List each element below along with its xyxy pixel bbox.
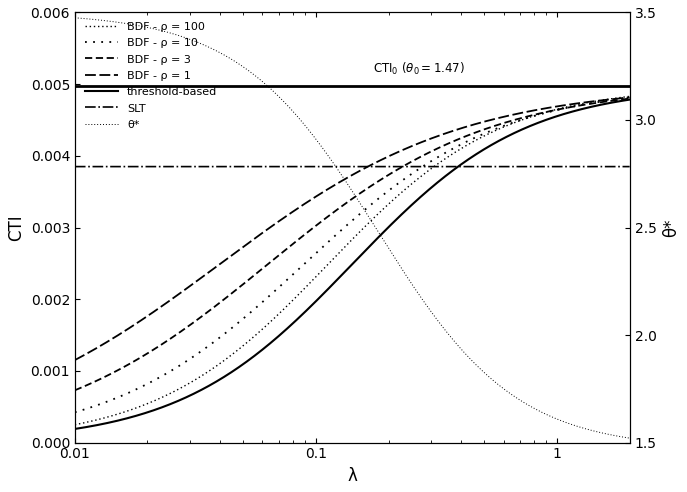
BDF - ρ = 1 [609,96,618,102]
Line: BDF - ρ = 1: BDF - ρ = 1 [75,97,630,360]
Line: BDF - ρ = 100: BDF - ρ = 100 [75,96,630,425]
BDF - ρ = 100 [71,422,79,428]
threshold-based [71,426,79,432]
BDF - ρ = 100 [609,95,618,101]
Y-axis label: θ*: θ* [662,218,680,237]
BDF - ρ = 1 [341,176,349,182]
θ* [341,177,349,183]
BDF - ρ = 3 [326,212,334,218]
BDF - ρ = 1 [609,96,618,102]
θ* [609,432,618,438]
threshold-based [626,96,634,102]
BDF - ρ = 3 [71,387,79,393]
BDF - ρ = 3 [99,375,107,381]
SLT [326,164,334,170]
BDF - ρ = 3 [508,118,516,123]
BDF - ρ = 1 [326,185,334,191]
θ* [99,18,107,24]
threshold-based [609,99,618,105]
BDF - ρ = 10 [99,400,107,406]
Legend: BDF - ρ = 100, BDF - ρ = 10, BDF - ρ = 3, BDF - ρ = 1, threshold-based, SLT, θ*: BDF - ρ = 100, BDF - ρ = 10, BDF - ρ = 3… [80,17,222,134]
BDF - ρ = 10 [609,97,618,103]
BDF - ρ = 100 [326,259,334,265]
θ* [609,432,618,438]
BDF - ρ = 10 [626,95,634,101]
SLT [609,164,618,170]
threshold-based [508,131,516,137]
θ* [626,435,634,441]
BDF - ρ = 1 [508,112,516,118]
BDF - ρ = 100 [341,244,349,250]
Y-axis label: CTI: CTI [7,214,25,241]
BDF - ρ = 100 [626,93,634,99]
Line: θ*: θ* [75,18,630,438]
BDF - ρ = 10 [71,409,79,415]
BDF - ρ = 100 [99,415,107,421]
threshold-based [326,284,334,290]
SLT [609,164,618,170]
BDF - ρ = 100 [609,95,618,101]
Text: CTI$_0$ ($\theta_0 = 1.47$): CTI$_0$ ($\theta_0 = 1.47$) [373,61,464,77]
threshold-based [609,99,618,105]
BDF - ρ = 1 [626,94,634,100]
SLT [508,164,516,170]
BDF - ρ = 100 [508,121,516,126]
BDF - ρ = 3 [341,201,349,207]
BDF - ρ = 3 [609,97,618,103]
threshold-based [99,421,107,427]
θ* [326,155,334,161]
BDF - ρ = 10 [341,224,349,230]
threshold-based [341,269,349,275]
Line: BDF - ρ = 3: BDF - ρ = 3 [75,98,630,390]
BDF - ρ = 10 [609,97,618,103]
BDF - ρ = 3 [626,95,634,101]
SLT [341,164,349,170]
θ* [508,392,516,398]
θ* [71,15,79,21]
BDF - ρ = 1 [71,357,79,363]
Line: BDF - ρ = 10: BDF - ρ = 10 [75,98,630,412]
BDF - ρ = 1 [99,341,107,347]
SLT [626,164,634,170]
SLT [99,164,107,170]
BDF - ρ = 3 [609,97,618,103]
SLT [71,164,79,170]
BDF - ρ = 10 [508,120,516,126]
BDF - ρ = 10 [326,238,334,244]
X-axis label: λ: λ [348,467,357,485]
Line: threshold-based: threshold-based [75,99,630,429]
